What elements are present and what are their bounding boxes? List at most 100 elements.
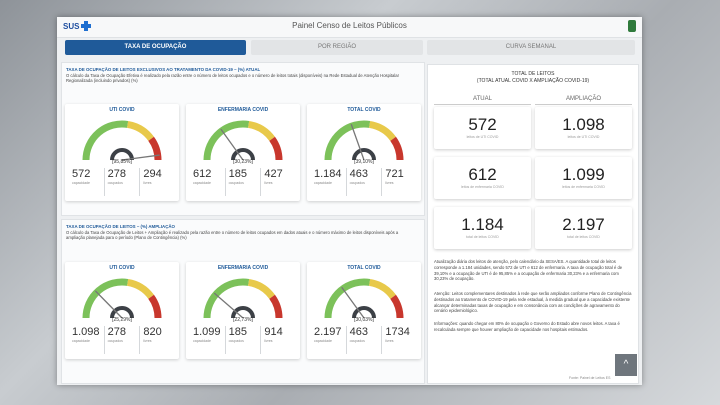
stat-label: ocupados bbox=[349, 339, 365, 343]
gauge-band bbox=[390, 294, 404, 319]
stat-value: 463 bbox=[349, 326, 369, 338]
atual-total-card: 1.184 total de leitos COVID bbox=[434, 207, 531, 249]
gauge-hub bbox=[110, 306, 134, 319]
gauge-band bbox=[148, 136, 162, 161]
section-atual-description: TAXA DE OCUPAÇÃO DE LEITOS EXCLUSIVOS AO… bbox=[66, 67, 400, 83]
stat-value: 463 bbox=[349, 168, 369, 180]
page-title: Painel Censo de Leitos Públicos bbox=[292, 21, 407, 30]
tab-por-regiao[interactable]: POR REGIÃO bbox=[251, 40, 423, 55]
gauge-stat: 820 livres bbox=[139, 326, 175, 354]
stat-value: 1.099 bbox=[193, 326, 221, 338]
ampliacao-enfermaria-card: 1.099 leitos de enfermaria COVID bbox=[535, 157, 632, 199]
stat-label: capacidade bbox=[314, 339, 332, 343]
gauge-band bbox=[324, 278, 371, 319]
gauge-stat: 612 capacidade bbox=[190, 168, 225, 196]
gauge-stat: 1.099 capacidade bbox=[190, 326, 225, 354]
stat-label: livres bbox=[264, 181, 273, 185]
gauge-stat: 1.184 capacidade bbox=[311, 168, 346, 196]
gauge-stat: 463 ocupados bbox=[345, 168, 382, 196]
gauge-percent: [22,73%] bbox=[233, 317, 253, 323]
ampliacao-uti-card: 1.098 leitos de UTI COVID bbox=[535, 107, 632, 149]
gauge-stat: 185 ocupados bbox=[224, 168, 261, 196]
gauge-chart bbox=[82, 120, 162, 161]
gauge-stats: 572 capacidade 278 ocupados 294 livres bbox=[69, 168, 175, 196]
gauge-band bbox=[148, 294, 162, 319]
gauge-percent: [30,03%] bbox=[354, 317, 374, 323]
stat-label: livres bbox=[385, 339, 394, 343]
gauge-title: TOTAL COVID bbox=[347, 265, 381, 271]
gauge-card: TOTAL COVID [30,03%] 2.197 capacidade 463 ocu… bbox=[307, 262, 421, 359]
stat-label: ocupados bbox=[228, 339, 244, 343]
tab-taxa-ocupacao[interactable]: TAXA DE OCUPAÇÃO bbox=[65, 40, 246, 55]
gauge-stats: 1.184 capacidade 463 ocupados 721 livres bbox=[311, 168, 417, 196]
gauge-card: UTI COVID [95,85%] 572 capacidade 278 ocupado… bbox=[65, 104, 179, 201]
gauge-card: TOTAL COVID [39,10%] 1.184 capacidade 463 ocu… bbox=[307, 104, 421, 201]
total-leitos-panel: TOTAL DE LEITOS (TOTAL ATUAL COVID X AMPL… bbox=[427, 64, 639, 384]
stat-label: ocupados bbox=[349, 181, 365, 185]
col-ampliacao-header: AMPLIAÇÃO bbox=[535, 96, 632, 105]
stat-value: 278 bbox=[107, 168, 127, 180]
gauge-band bbox=[247, 278, 275, 300]
note-atualizacao: Atualização diária dos leitos de atenção… bbox=[434, 259, 623, 282]
stat-label: livres bbox=[385, 181, 394, 185]
gauge-stat: 463 ocupados bbox=[345, 326, 382, 354]
stat-value: 427 bbox=[264, 168, 283, 180]
stat-value: 278 bbox=[107, 326, 127, 338]
gauge-needle bbox=[220, 128, 244, 161]
scroll-up-button[interactable]: ^ bbox=[615, 354, 637, 376]
gauge-band bbox=[269, 294, 283, 319]
stat-label: capacidade bbox=[193, 181, 211, 185]
gauge-needle bbox=[213, 292, 244, 319]
gauge-stats: 2.197 capacidade 463 ocupados 1734 livres bbox=[311, 326, 417, 354]
gauge-stat: 185 ocupados bbox=[224, 326, 261, 354]
note-informacoes: Informações: quando chegar em 80% de ocu… bbox=[434, 321, 620, 332]
stat-label: ocupados bbox=[107, 181, 123, 185]
stat-value: 185 bbox=[228, 168, 248, 180]
stat-value: 2.197 bbox=[314, 326, 342, 338]
stat-label: ocupados bbox=[107, 339, 123, 343]
gauge-band bbox=[203, 278, 250, 319]
gauge-stat: 914 livres bbox=[260, 326, 296, 354]
gauge-needle bbox=[94, 290, 123, 319]
gauge-stat: 427 livres bbox=[260, 168, 296, 196]
stat-value: 914 bbox=[264, 326, 283, 338]
total-leitos-title: TOTAL DE LEITOS (TOTAL ATUAL COVID X AMPL… bbox=[476, 71, 590, 84]
gauge-needle bbox=[350, 123, 365, 161]
gauge-hub bbox=[352, 306, 376, 319]
footer-source: Fonte: Painel de Leitos ES bbox=[569, 376, 611, 380]
stat-value: 820 bbox=[143, 326, 162, 338]
gauge-title: UTI COVID bbox=[109, 265, 135, 271]
stat-value: 1734 bbox=[385, 326, 410, 338]
stat-value: 721 bbox=[385, 168, 404, 180]
gauge-band bbox=[324, 120, 371, 161]
sus-logo: SUS bbox=[63, 21, 92, 31]
gauge-stat: 2.197 capacidade bbox=[311, 326, 346, 354]
stat-label: ocupados bbox=[228, 181, 244, 185]
stat-value: 1.184 bbox=[314, 168, 342, 180]
atual-uti-card: 572 leitos de UTI COVID bbox=[434, 107, 531, 149]
stat-label: capacidade bbox=[314, 181, 332, 185]
stat-label: livres bbox=[143, 181, 152, 185]
gauge-card: UTI COVID [25,29%] 1.098 capacidade 278 ocupa… bbox=[65, 262, 179, 359]
gauge-chart bbox=[203, 278, 283, 319]
gauge-stat: 294 livres bbox=[139, 168, 175, 196]
dashboard-screen: SUS Painel Censo de Leitos Públicos TAXA… bbox=[57, 17, 642, 385]
gauge-hub bbox=[231, 306, 255, 319]
gauge-band bbox=[82, 120, 129, 161]
gauge-percent: [30,23%] bbox=[233, 159, 253, 165]
gauge-title: ENFERMARIA COVID bbox=[217, 265, 269, 271]
stat-value: 572 bbox=[72, 168, 91, 180]
gauge-stats: 1.099 capacidade 185 ocupados 914 livres bbox=[190, 326, 296, 354]
gauge-band bbox=[269, 136, 283, 161]
col-atual-header: ATUAL bbox=[434, 96, 531, 105]
stat-label: capacidade bbox=[193, 339, 211, 343]
tab-curva-semanal[interactable]: CURVA SEMANAL bbox=[427, 40, 635, 55]
gauge-band bbox=[126, 278, 154, 300]
stat-label: capacidade bbox=[72, 339, 90, 343]
gauge-stat: 278 ocupados bbox=[103, 326, 140, 354]
gauge-chart bbox=[324, 120, 404, 161]
gauge-stats: 612 capacidade 185 ocupados 427 livres bbox=[190, 168, 296, 196]
gauge-hub bbox=[231, 148, 255, 161]
gauge-chart bbox=[82, 278, 162, 319]
gauge-needle bbox=[121, 154, 160, 161]
